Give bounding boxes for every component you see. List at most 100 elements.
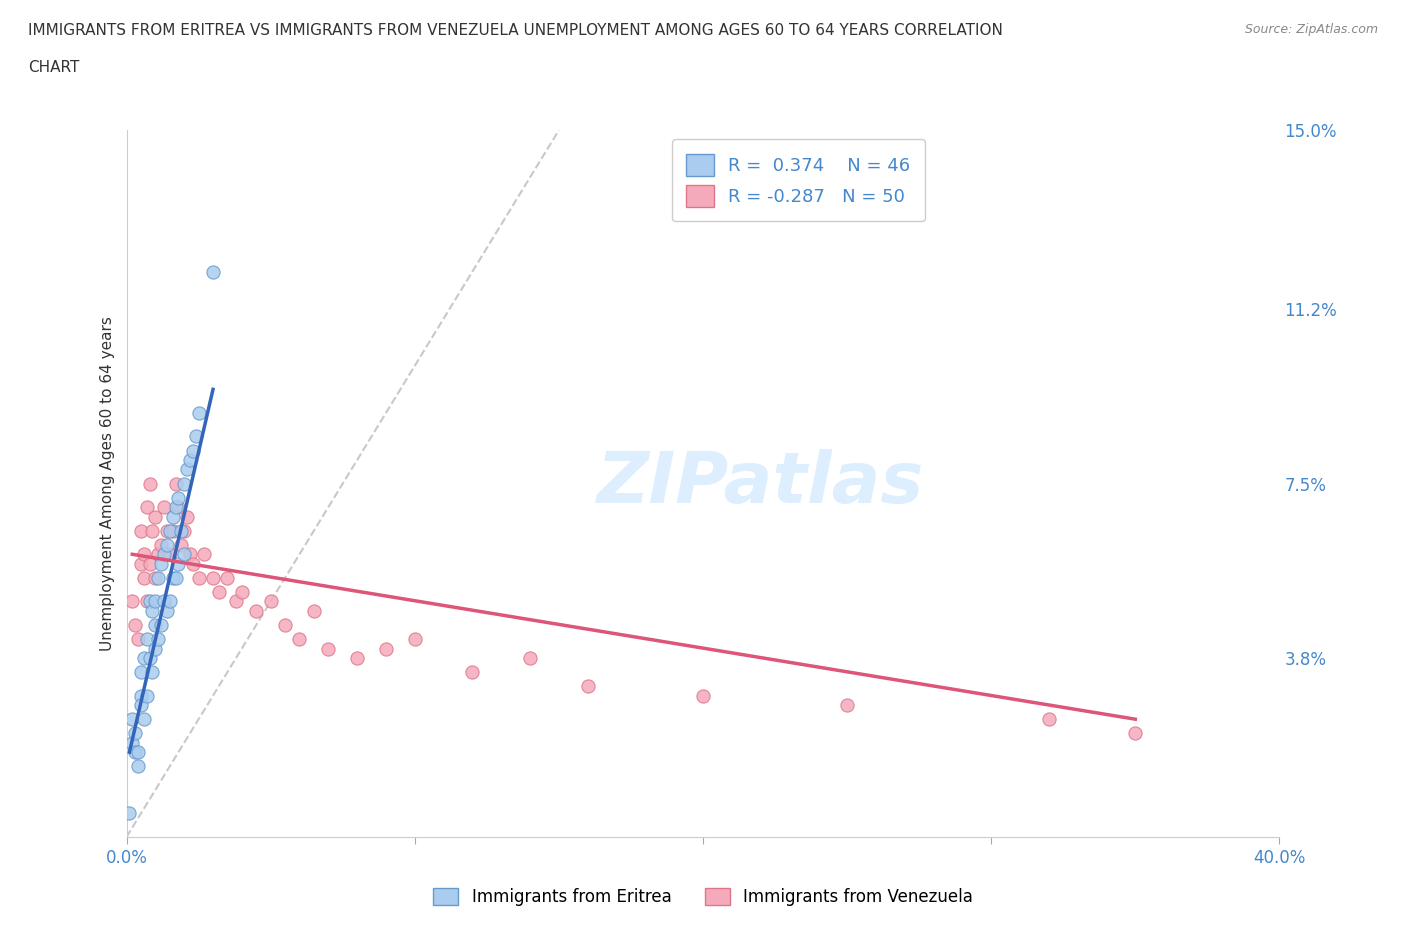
Point bbox=[132, 711, 155, 726]
Point bbox=[129, 556, 152, 571]
Text: IMMIGRANTS FROM ERITREA VS IMMIGRANTS FROM VENEZUELA UNEMPLOYMENT AMONG AGES 60 : IMMIGRANTS FROM ERITREA VS IMMIGRANTS FR… bbox=[28, 23, 1002, 38]
Point bbox=[374, 641, 398, 656]
Point bbox=[835, 698, 858, 712]
Point bbox=[138, 556, 160, 571]
Point bbox=[173, 524, 195, 538]
Point bbox=[138, 650, 160, 665]
Point bbox=[162, 509, 184, 524]
Point bbox=[346, 650, 368, 665]
Point bbox=[165, 570, 187, 585]
Point bbox=[121, 594, 143, 609]
Point bbox=[145, 594, 166, 609]
Point bbox=[141, 665, 163, 680]
Point bbox=[176, 462, 198, 477]
Point bbox=[288, 631, 311, 646]
Point bbox=[1123, 726, 1146, 741]
Point bbox=[202, 570, 225, 585]
Point bbox=[153, 547, 176, 562]
Point bbox=[231, 585, 253, 600]
Point bbox=[127, 745, 149, 760]
Point bbox=[129, 698, 152, 712]
Point bbox=[135, 688, 157, 703]
Point bbox=[179, 547, 201, 562]
Point bbox=[127, 759, 149, 774]
Point bbox=[176, 509, 198, 524]
Point bbox=[170, 524, 193, 538]
Point bbox=[121, 711, 143, 726]
Point bbox=[129, 665, 152, 680]
Point bbox=[274, 618, 297, 632]
Point bbox=[162, 570, 184, 585]
Point bbox=[150, 618, 173, 632]
Point bbox=[156, 538, 179, 552]
Point bbox=[118, 806, 141, 821]
Point bbox=[167, 556, 190, 571]
Point bbox=[159, 594, 181, 609]
Point bbox=[179, 453, 201, 468]
Point bbox=[156, 524, 179, 538]
Point bbox=[124, 726, 146, 741]
Point bbox=[141, 604, 163, 618]
Point bbox=[165, 476, 187, 491]
Point bbox=[187, 405, 209, 420]
Point bbox=[259, 594, 281, 609]
Point bbox=[162, 524, 184, 538]
Point bbox=[165, 499, 187, 514]
Point bbox=[692, 688, 714, 703]
Point bbox=[135, 499, 157, 514]
Point bbox=[187, 570, 209, 585]
Point bbox=[124, 618, 146, 632]
Point bbox=[461, 665, 484, 680]
Text: CHART: CHART bbox=[28, 60, 80, 75]
Point bbox=[519, 650, 541, 665]
Point bbox=[150, 538, 173, 552]
Point bbox=[138, 476, 160, 491]
Point bbox=[202, 264, 225, 279]
Point bbox=[145, 509, 166, 524]
Point bbox=[181, 556, 204, 571]
Point bbox=[217, 570, 239, 585]
Point bbox=[148, 547, 170, 562]
Point bbox=[193, 547, 215, 562]
Point bbox=[167, 499, 190, 514]
Y-axis label: Unemployment Among Ages 60 to 64 years: Unemployment Among Ages 60 to 64 years bbox=[100, 316, 115, 651]
Point bbox=[132, 650, 155, 665]
Legend: R =  0.374    N = 46, R = -0.287   N = 50: R = 0.374 N = 46, R = -0.287 N = 50 bbox=[672, 140, 925, 221]
Point bbox=[150, 556, 173, 571]
Point bbox=[167, 490, 190, 505]
Point bbox=[153, 594, 176, 609]
Point bbox=[225, 594, 247, 609]
Point bbox=[208, 585, 231, 600]
Point bbox=[135, 631, 157, 646]
Point bbox=[129, 688, 152, 703]
Point bbox=[184, 429, 207, 444]
Point bbox=[159, 524, 181, 538]
Point bbox=[181, 444, 204, 458]
Point bbox=[153, 499, 176, 514]
Point bbox=[145, 618, 166, 632]
Point bbox=[145, 641, 166, 656]
Point bbox=[318, 641, 340, 656]
Point bbox=[1038, 711, 1060, 726]
Point bbox=[404, 631, 426, 646]
Point bbox=[132, 547, 155, 562]
Point bbox=[132, 570, 155, 585]
Point bbox=[173, 547, 195, 562]
Point bbox=[141, 524, 163, 538]
Point bbox=[121, 736, 143, 751]
Point bbox=[148, 631, 170, 646]
Point bbox=[127, 631, 149, 646]
Point bbox=[159, 547, 181, 562]
Text: Source: ZipAtlas.com: Source: ZipAtlas.com bbox=[1244, 23, 1378, 36]
Legend: Immigrants from Eritrea, Immigrants from Venezuela: Immigrants from Eritrea, Immigrants from… bbox=[426, 881, 980, 912]
Text: ZIPatlas: ZIPatlas bbox=[598, 449, 924, 518]
Point bbox=[129, 524, 152, 538]
Point bbox=[302, 604, 325, 618]
Point bbox=[135, 594, 157, 609]
Point bbox=[124, 745, 146, 760]
Point bbox=[170, 538, 193, 552]
Point bbox=[173, 476, 195, 491]
Point bbox=[148, 570, 170, 585]
Point bbox=[156, 604, 179, 618]
Point bbox=[138, 594, 160, 609]
